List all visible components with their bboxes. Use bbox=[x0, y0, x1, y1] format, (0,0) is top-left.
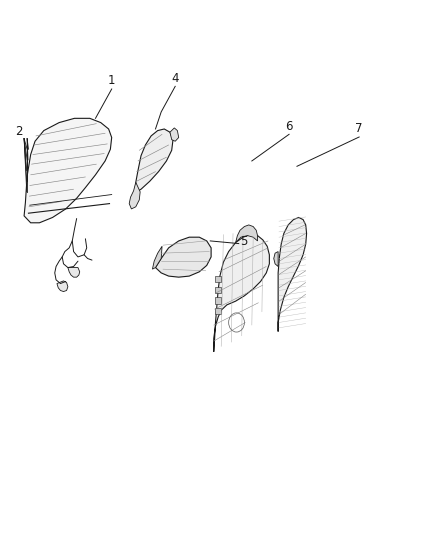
Polygon shape bbox=[215, 276, 221, 282]
Polygon shape bbox=[135, 129, 173, 193]
Text: 1: 1 bbox=[108, 75, 116, 87]
Text: 5: 5 bbox=[240, 236, 247, 248]
Text: 6: 6 bbox=[285, 120, 293, 133]
Polygon shape bbox=[152, 246, 162, 269]
Polygon shape bbox=[57, 281, 68, 292]
Polygon shape bbox=[215, 287, 221, 293]
Polygon shape bbox=[170, 128, 179, 141]
Text: 2: 2 bbox=[14, 125, 22, 138]
Polygon shape bbox=[155, 237, 211, 277]
Polygon shape bbox=[274, 252, 278, 266]
Polygon shape bbox=[129, 182, 140, 209]
Polygon shape bbox=[214, 235, 269, 352]
Text: 4: 4 bbox=[171, 72, 179, 85]
Polygon shape bbox=[215, 308, 221, 314]
Polygon shape bbox=[24, 118, 112, 223]
Polygon shape bbox=[236, 225, 258, 243]
Polygon shape bbox=[278, 217, 307, 332]
Polygon shape bbox=[68, 268, 80, 277]
Text: 7: 7 bbox=[355, 123, 363, 135]
Polygon shape bbox=[215, 297, 221, 304]
